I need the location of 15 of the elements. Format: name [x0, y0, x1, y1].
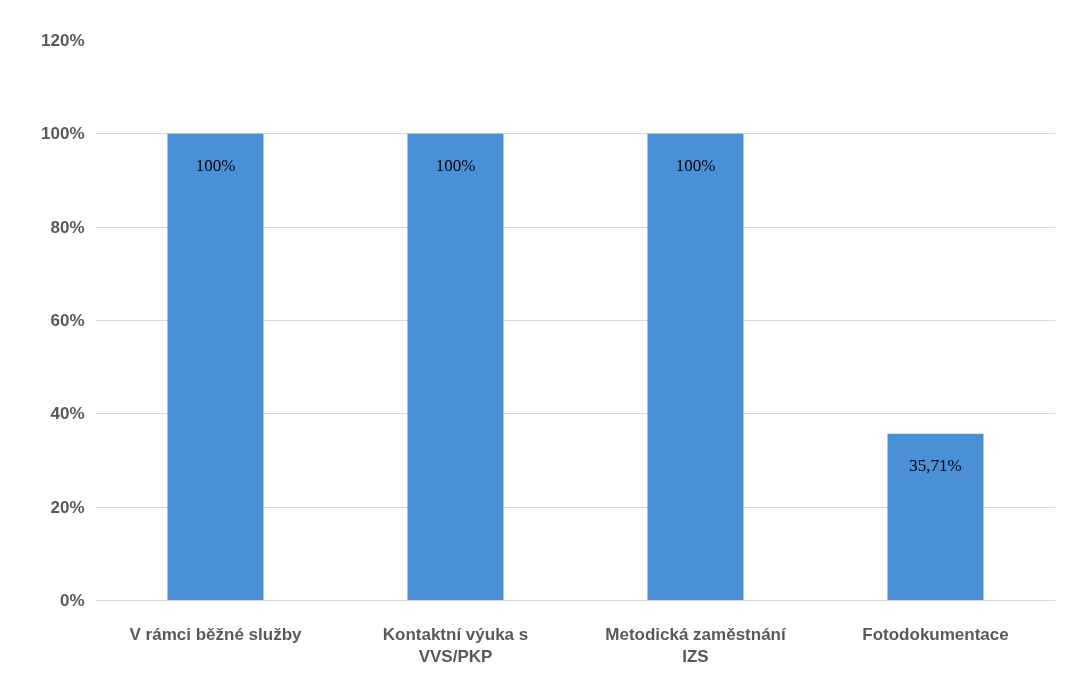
- y-tick-label: 60%: [50, 311, 85, 330]
- y-tick-label: 80%: [50, 217, 85, 237]
- x-tick-label: Kontaktní výuka s VVS/PKP: [382, 624, 529, 667]
- y-tick-label: 0%: [59, 591, 85, 610]
- y-tick-label: 40%: [50, 404, 85, 424]
- data-label: 35,71%: [909, 455, 962, 475]
- x-tick-label: Metodická zaměstnání IZS: [605, 624, 787, 667]
- x-tick-label: V rámci běžné služby: [129, 624, 303, 644]
- y-tick-label: 120%: [41, 31, 85, 50]
- y-tick-label: 20%: [50, 497, 85, 517]
- data-label: 100%: [675, 155, 716, 175]
- data-label: 100%: [435, 155, 476, 175]
- x-tick-label: Fotodokumentace: [862, 624, 1009, 644]
- y-tick-label: 100%: [41, 124, 85, 144]
- data-label: 100%: [195, 155, 236, 175]
